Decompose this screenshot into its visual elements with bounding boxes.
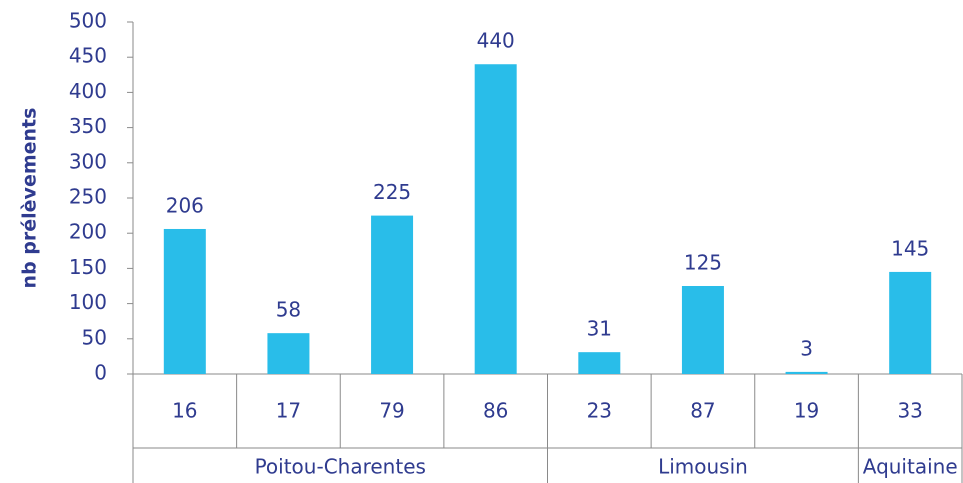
y-tick-label: 100 bbox=[69, 290, 107, 314]
y-tick-label: 50 bbox=[82, 325, 107, 349]
group-label: Aquitaine bbox=[863, 455, 958, 479]
value-label: 3 bbox=[800, 336, 813, 360]
x-tick-label: 87 bbox=[690, 399, 715, 423]
y-tick-label: 150 bbox=[69, 255, 107, 279]
bar bbox=[163, 228, 206, 374]
y-tick-label: 400 bbox=[69, 79, 107, 103]
bar bbox=[578, 352, 621, 374]
y-tick-label: 250 bbox=[69, 185, 107, 209]
value-label: 125 bbox=[684, 251, 722, 275]
value-label: 58 bbox=[276, 298, 301, 322]
y-tick-label: 350 bbox=[69, 114, 107, 138]
y-tick-label: 0 bbox=[94, 361, 107, 385]
bar bbox=[785, 371, 828, 374]
x-tick-label: 19 bbox=[794, 399, 819, 423]
x-tick-label: 79 bbox=[379, 399, 404, 423]
bar bbox=[474, 64, 517, 375]
value-label: 225 bbox=[373, 180, 411, 204]
value-label: 31 bbox=[587, 317, 612, 341]
value-label: 440 bbox=[477, 29, 515, 53]
y-tick-label: 300 bbox=[69, 149, 107, 173]
bar bbox=[267, 333, 310, 374]
value-label: 145 bbox=[891, 236, 929, 260]
y-axis-title: nb prélèvements bbox=[19, 108, 41, 289]
x-tick-label: 86 bbox=[483, 399, 508, 423]
bar bbox=[681, 286, 724, 374]
value-label: 206 bbox=[166, 193, 204, 217]
y-tick-label: 500 bbox=[69, 9, 107, 33]
x-tick-label: 33 bbox=[897, 399, 922, 423]
group-label: Limousin bbox=[658, 455, 748, 479]
x-tick-label: 23 bbox=[587, 399, 612, 423]
bar bbox=[889, 271, 932, 374]
y-tick-label: 450 bbox=[69, 44, 107, 68]
bar bbox=[371, 215, 414, 374]
x-tick-label: 17 bbox=[276, 399, 301, 423]
y-tick-label: 200 bbox=[69, 220, 107, 244]
x-tick-label: 16 bbox=[172, 399, 197, 423]
group-label: Poitou-Charentes bbox=[255, 455, 426, 479]
